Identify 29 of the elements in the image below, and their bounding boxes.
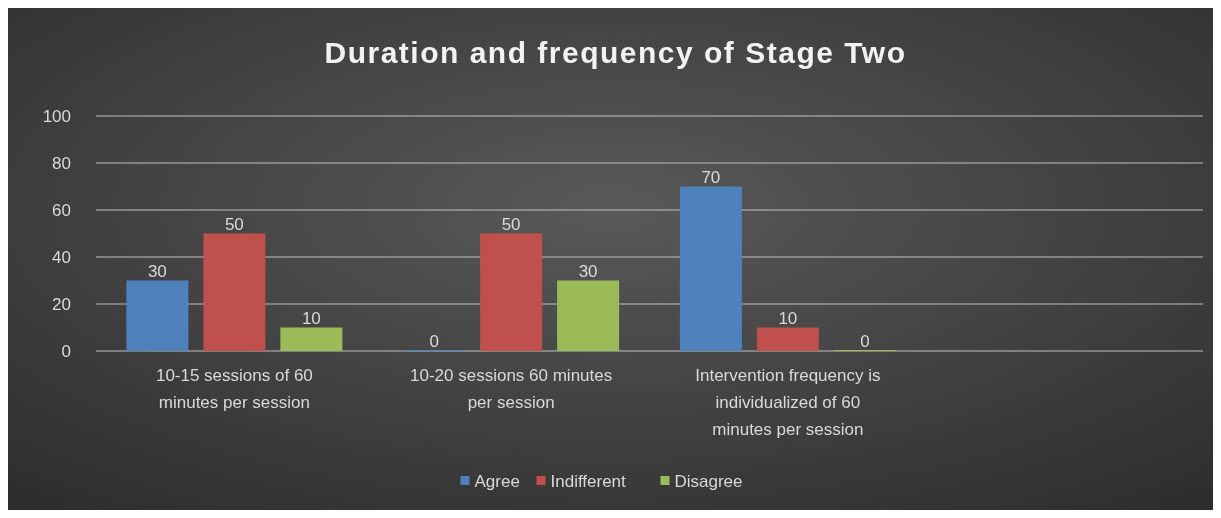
data-label: 30: [578, 261, 598, 281]
data-label: 0: [860, 332, 870, 351]
bar: [557, 280, 620, 351]
data-label: 30: [147, 261, 167, 281]
data-label: 50: [501, 214, 521, 234]
data-label: 50: [224, 214, 244, 234]
bar: [480, 233, 543, 351]
y-tick-label: 0: [61, 341, 71, 361]
y-tick-label: 100: [42, 106, 71, 126]
x-tick-label: 10-20 sessions 60 minutes per session: [410, 366, 613, 412]
bar: [203, 233, 266, 351]
bar: [280, 327, 343, 351]
chart-title: Duration and frequency of Stage Two: [324, 36, 907, 69]
legend-label: Agree: [474, 471, 520, 491]
legend-label: Disagree: [674, 471, 743, 491]
legend-label: Indifferent: [550, 471, 627, 491]
x-tick-label: 10-15 sessions of 60 minutes per session: [155, 366, 313, 412]
data-label: 70: [701, 167, 721, 187]
data-label: 10: [778, 308, 798, 328]
y-tick-label: 80: [52, 153, 71, 173]
bar: [756, 327, 819, 351]
y-tick-label: 40: [52, 247, 71, 267]
y-tick-label: 60: [52, 200, 71, 220]
data-label: 0: [429, 332, 439, 351]
bar: [679, 186, 742, 351]
x-tick-label: Intervention frequency is individualized of 60 minutes per session: [695, 366, 881, 439]
y-tick-label: 20: [52, 294, 71, 314]
data-label: 10: [301, 308, 321, 328]
bar: [126, 280, 189, 351]
